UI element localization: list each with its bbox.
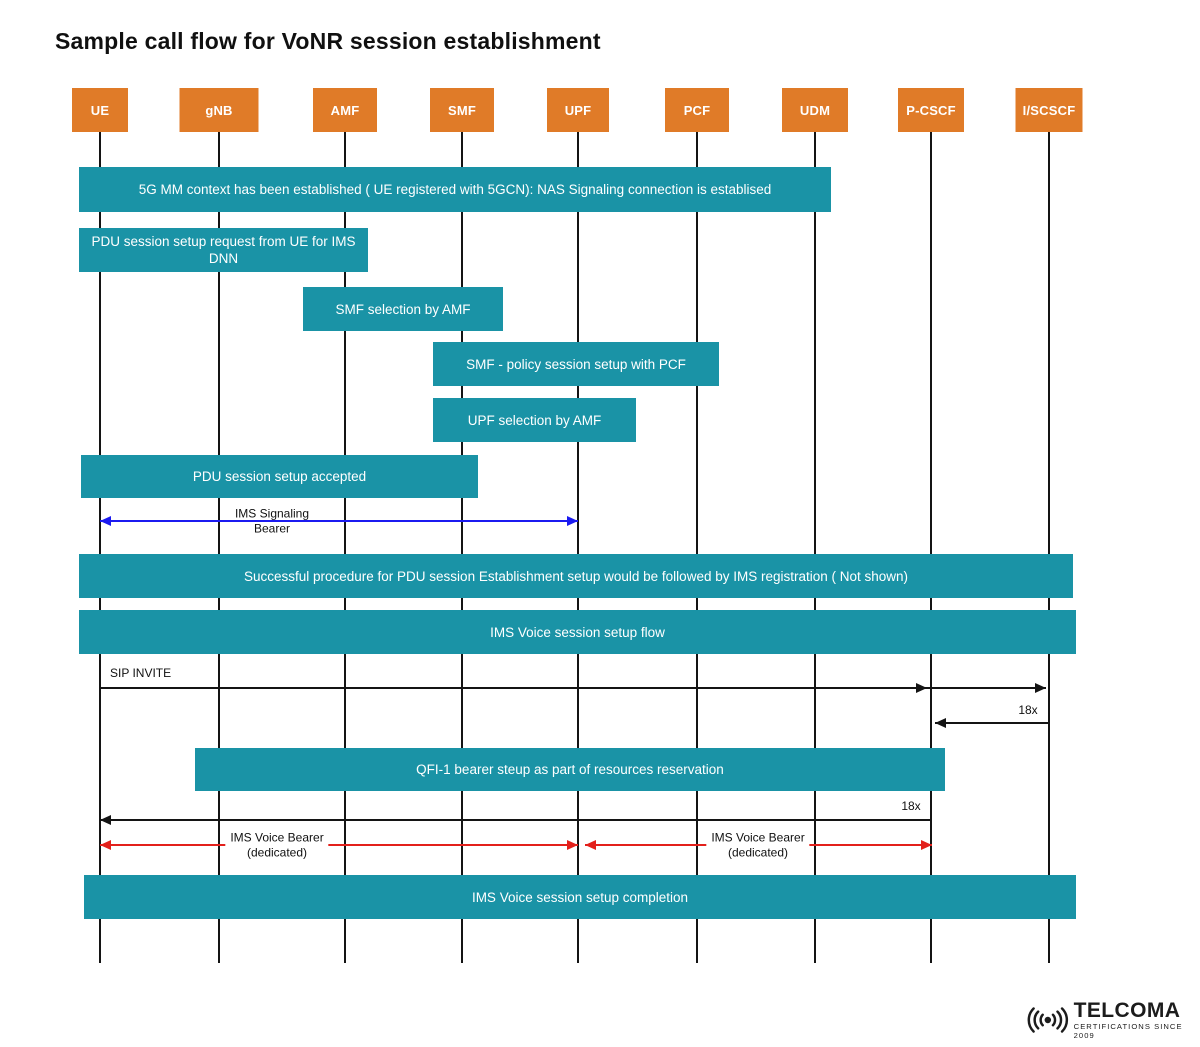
logo-tagline: CERTIFICATIONS SINCE 2009 <box>1073 1022 1183 1040</box>
step-upf-selection: UPF selection by AMF <box>433 398 636 442</box>
arrow-shaft-ims-voice-bearer-right <box>585 844 932 846</box>
arrowhead-left <box>100 516 111 526</box>
actor-gnb: gNB <box>179 88 259 132</box>
arrow-shaft-sip-invite <box>100 687 1046 689</box>
arrowhead-right <box>1035 683 1046 693</box>
arrow-label-ims-voice-bearer-left: IMS Voice Bearer (dedicated) <box>225 829 329 861</box>
lifeline-smf <box>461 132 463 963</box>
arrow-label-sip-invite: SIP INVITE <box>110 665 172 680</box>
step-mm-context: 5G MM context has been established ( UE … <box>79 167 831 212</box>
actor-ue: UE <box>72 88 128 132</box>
arrow-shaft-ims-signaling-bearer <box>100 520 578 522</box>
step-smf-selection: SMF selection by AMF <box>303 287 503 331</box>
lifeline-upf <box>577 132 579 963</box>
step-ims-voice-flow: IMS Voice session setup flow <box>79 610 1076 654</box>
step-pdu-accepted: PDU session setup accepted <box>81 455 478 498</box>
actor-pcscf: P-CSCF <box>898 88 964 132</box>
actor-pcf: PCF <box>665 88 729 132</box>
lifeline-pcf <box>696 132 698 963</box>
arrowhead-left <box>100 840 111 850</box>
arrow-shaft-response-18x-ue <box>100 819 932 821</box>
telcoma-logo: TELCOMA CERTIFICATIONS SINCE 2009 <box>1026 1000 1200 1040</box>
arrow-label-ims-signaling-bearer: IMS Signaling Bearer <box>234 506 310 536</box>
lifeline-ue <box>99 132 101 963</box>
arrowhead-right <box>916 683 927 693</box>
signal-icon <box>1027 1007 1069 1033</box>
actor-amf: AMF <box>313 88 377 132</box>
arrowhead-left <box>585 840 596 850</box>
lifeline-gnb <box>218 132 220 963</box>
lifeline-iscscf <box>1048 132 1050 963</box>
step-pdu-request: PDU session setup request from UE for IM… <box>79 228 368 272</box>
arrow-label-response-18x-pcscf: 18x <box>1018 702 1038 717</box>
page-title: Sample call flow for VoNR session establ… <box>55 28 601 54</box>
lifeline-amf <box>344 132 346 963</box>
arrow-shaft-ims-voice-bearer-left <box>100 844 578 846</box>
actor-iscscf: I/SCSCF <box>1015 88 1083 132</box>
arrow-label-response-18x-ue: 18x <box>901 798 921 813</box>
arrow-label-ims-voice-bearer-right: IMS Voice Bearer (dedicated) <box>706 829 810 861</box>
actor-smf: SMF <box>430 88 494 132</box>
arrowhead-left <box>100 815 111 825</box>
actor-upf: UPF <box>547 88 609 132</box>
lifeline-pcscf <box>930 132 932 963</box>
step-qfi-bearer: QFI-1 bearer steup as part of resources … <box>195 748 945 791</box>
lifeline-udm <box>814 132 816 963</box>
step-successful-procedure: Successful procedure for PDU session Est… <box>79 554 1073 598</box>
logo-name: TELCOMA <box>1073 999 1181 1022</box>
arrowhead-left <box>935 718 946 728</box>
actor-udm: UDM <box>782 88 848 132</box>
step-policy-session: SMF - policy session setup with PCF <box>433 342 719 386</box>
step-ims-voice-completion: IMS Voice session setup completion <box>84 875 1076 919</box>
arrow-shaft-response-18x-pcscf <box>935 722 1049 724</box>
